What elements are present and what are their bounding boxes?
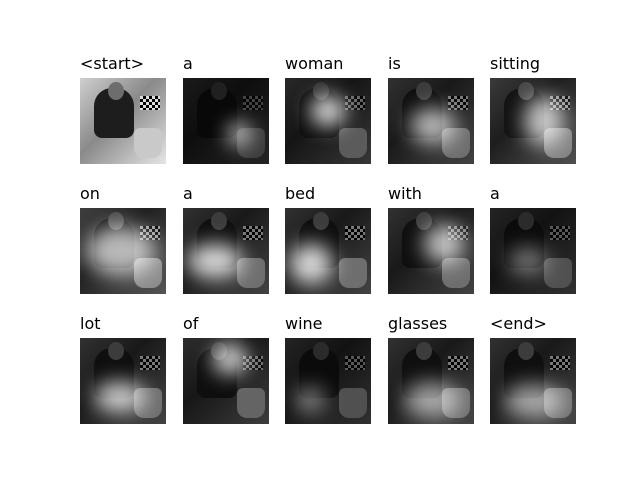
attention-image <box>285 208 371 294</box>
attention-image <box>388 78 474 164</box>
attention-image <box>80 78 166 164</box>
token-label: on <box>80 184 104 204</box>
attention-image <box>285 78 371 164</box>
attention-image <box>490 208 576 294</box>
attention-cell: of <box>183 314 269 432</box>
attention-image <box>388 208 474 294</box>
attention-cell: <start> <box>80 54 166 172</box>
token-label: a <box>183 184 197 204</box>
attention-cell: lot <box>80 314 166 432</box>
attention-image <box>388 338 474 424</box>
attention-image <box>183 208 269 294</box>
attention-cell: is <box>388 54 474 172</box>
attention-image <box>490 338 576 424</box>
attention-cell: glasses <box>388 314 474 432</box>
token-label: with <box>388 184 426 204</box>
attention-image <box>183 338 269 424</box>
attention-cell: a <box>183 54 269 172</box>
token-label: a <box>490 184 504 204</box>
attention-cell: a <box>183 184 269 302</box>
token-label: bed <box>285 184 320 204</box>
attention-cell: sitting <box>490 54 576 172</box>
token-label: of <box>183 314 203 334</box>
attention-cell: wine <box>285 314 371 432</box>
attention-image <box>183 78 269 164</box>
token-label: wine <box>285 314 327 334</box>
attention-image <box>80 338 166 424</box>
attention-cell: a <box>490 184 576 302</box>
token-label: <start> <box>80 54 149 74</box>
attention-cell: with <box>388 184 474 302</box>
attention-cell: woman <box>285 54 371 172</box>
token-label: lot <box>80 314 105 334</box>
attention-image <box>80 208 166 294</box>
token-label: a <box>183 54 197 74</box>
attention-cell: <end> <box>490 314 576 432</box>
token-label: <end> <box>490 314 551 334</box>
token-label: glasses <box>388 314 452 334</box>
token-label: sitting <box>490 54 545 74</box>
attention-image <box>285 338 371 424</box>
attention-cell: on <box>80 184 166 302</box>
token-label: woman <box>285 54 348 74</box>
attention-cell: bed <box>285 184 371 302</box>
attention-image <box>490 78 576 164</box>
token-label: is <box>388 54 405 74</box>
